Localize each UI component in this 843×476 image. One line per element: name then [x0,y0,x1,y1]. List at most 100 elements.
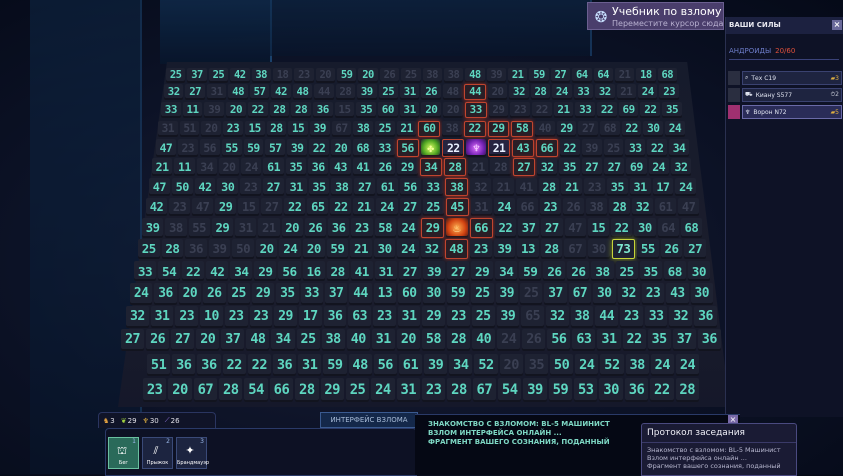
grid-cell[interactable]: 69 [626,158,647,176]
grid-cell[interactable]: 27 [541,218,563,238]
grid-cell[interactable]: 22 [597,101,617,119]
grid-cell[interactable]: 21 [258,218,280,238]
grid-cell[interactable]: 17 [652,177,674,197]
grid-cell[interactable]: 55 [188,218,210,238]
grid-cell[interactable]: 39 [486,67,506,83]
grid-cell[interactable]: 60 [418,120,441,138]
grid-cell[interactable]: 35 [524,353,548,377]
grid-cell[interactable]: 68 [352,139,373,157]
grid-cell[interactable]: 38 [443,67,464,83]
grid-cell[interactable]: 44 [314,84,334,100]
grid-cell[interactable]: 32 [669,306,693,328]
grid-cell[interactable]: 40 [346,328,370,352]
grid-cell[interactable]: 24 [397,239,419,259]
grid-cell[interactable]: 13 [517,239,539,259]
grid-cell[interactable]: 26 [567,260,590,282]
grid-cell[interactable]: 37 [518,218,540,238]
grid-cell[interactable]: 31 [629,177,651,197]
grid-cell[interactable]: 64 [572,67,592,83]
grid-cell[interactable]: 28 [540,239,563,259]
grid-cell[interactable]: 58 [511,120,533,138]
grid-cell[interactable]: 24 [497,328,521,352]
grid-cell[interactable]: 33 [134,260,157,282]
grid-cell[interactable]: 20 [499,353,523,377]
grid-cell[interactable]: 56 [399,177,421,197]
grid-cell[interactable]: 32 [545,306,569,328]
grid-cell[interactable]: 44 [595,306,619,328]
grid-cell[interactable]: 39 [204,101,225,119]
grid-cell[interactable]: 21 [492,177,514,197]
grid-cell[interactable]: 41 [515,177,537,197]
grid-cell[interactable]: 28 [490,158,511,176]
grid-cell[interactable]: 39 [495,283,518,305]
grid-cell[interactable]: 56 [199,139,220,157]
grid-cell[interactable]: 39 [208,239,231,259]
grid-cell[interactable]: 50 [171,177,193,197]
grid-cell[interactable]: 34 [419,158,442,176]
grid-cell[interactable]: 24 [675,177,697,197]
grid-cell[interactable]: 28 [266,120,287,138]
grid-cell[interactable]: 28 [447,328,471,352]
grid-cell[interactable]: 29 [422,306,446,328]
grid-cell[interactable]: 27 [121,328,145,352]
grid-cell[interactable]: 24 [376,197,398,217]
grid-cell[interactable]: 30 [373,239,396,259]
grid-cell[interactable]: 31 [298,353,322,377]
grid-cell[interactable]: 56 [278,260,301,282]
grid-cell[interactable]: 31 [399,101,420,119]
grid-cell[interactable]: 60 [378,101,398,119]
grid-cell[interactable]: 50 [550,353,574,377]
grid-cell[interactable]: 27 [354,177,375,197]
grid-cell[interactable]: 28 [295,378,319,402]
grid-cell[interactable]: 48 [465,67,485,83]
grid-cell[interactable]: 54 [498,378,522,402]
grid-cell[interactable]: 39 [424,353,448,377]
grid-cell[interactable]: 61 [655,197,677,217]
grid-cell[interactable]: 21 [396,120,417,138]
grid-cell[interactable]: 20 [421,101,442,119]
grid-cell[interactable]: 59 [519,260,542,282]
grid-cell[interactable]: 59 [446,283,470,305]
grid-cell[interactable]: 32 [164,84,184,100]
grid-cell[interactable]: 25 [166,67,186,83]
grid-cell[interactable]: 48 [246,328,270,352]
grid-cell[interactable]: 35 [639,260,662,282]
grid-cell[interactable]: 38 [625,353,649,377]
grid-cell[interactable]: 68 [663,260,686,282]
grid-cell[interactable]: 24 [575,353,599,377]
grid-cell[interactable]: 31 [150,306,174,328]
grid-cell[interactable]: 35 [356,101,377,119]
grid-cell[interactable]: 26 [562,197,584,217]
grid-cell[interactable]: 65 [307,197,329,217]
grid-cell[interactable]: 40 [472,328,496,352]
grid-cell[interactable]: 25 [471,306,495,328]
grid-cell[interactable]: 25 [296,328,320,352]
grid-cell[interactable]: 11 [182,101,203,119]
grid-cell[interactable]: 31 [285,177,307,197]
grid-cell[interactable]: 26 [421,84,441,100]
grid-cell[interactable]: 27 [581,158,602,176]
grid-cell[interactable]: 23 [249,306,273,328]
grid-cell[interactable]: 44 [349,283,372,305]
grid-cell[interactable]: 59 [326,239,349,259]
grid-cell[interactable]: 43 [330,158,351,176]
grid-cell[interactable]: 26 [374,158,396,176]
grid-cell[interactable]: 65 [521,306,544,328]
grid-cell[interactable]: 67 [564,239,586,259]
grid-cell[interactable]: 25 [520,283,543,305]
grid-cell[interactable]: 67 [331,120,352,138]
grid-cell[interactable]: 64 [657,218,679,238]
grid-cell[interactable]: 68 [600,120,620,138]
grid-cell[interactable]: 22 [650,378,674,402]
grid-cell[interactable]: 23 [223,120,243,138]
grid-cell[interactable]: 39 [493,239,516,259]
grid-cell[interactable]: 28 [161,239,184,259]
grid-cell[interactable]: 39 [309,120,330,138]
grid-cell[interactable]: 29 [488,101,509,119]
grid-cell[interactable]: 24 [675,353,700,377]
grid-cell[interactable]: 29 [421,218,445,238]
grid-cell[interactable]: 29 [471,260,494,282]
grid-cell[interactable]: 24 [493,197,515,217]
grid-cell[interactable]: 68 [657,67,677,83]
grid-cell[interactable]: 51 [147,353,171,377]
